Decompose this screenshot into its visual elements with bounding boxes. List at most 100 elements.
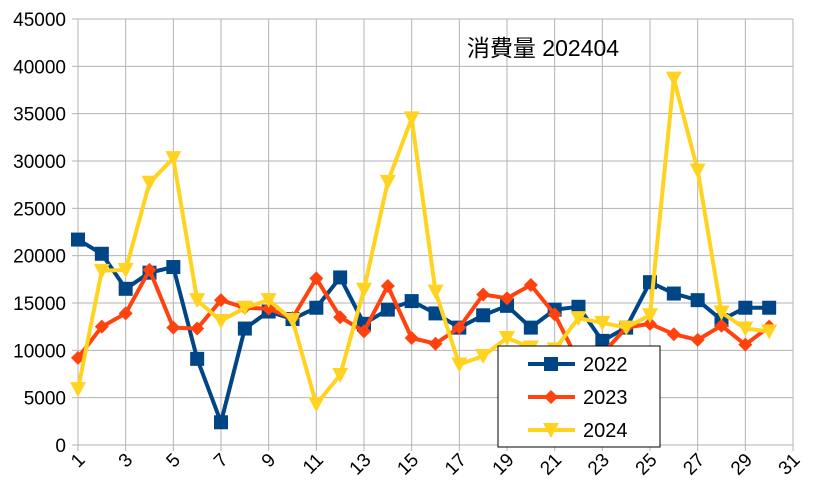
x-tick-label: 19 — [489, 450, 519, 480]
data-point-2023 — [94, 319, 109, 334]
data-point-2022 — [333, 270, 348, 285]
data-point-2023 — [190, 321, 205, 336]
data-point-2022 — [309, 300, 324, 315]
data-point-2024 — [618, 320, 635, 336]
data-point-2022 — [214, 415, 228, 430]
gridlines — [78, 18, 794, 445]
data-point-2022 — [690, 293, 705, 308]
legend-item-2024: 2024 — [528, 420, 628, 442]
legend-swatch-marker — [543, 423, 559, 438]
data-point-2024 — [403, 111, 420, 127]
data-point-2022 — [738, 300, 753, 315]
data-point-2024 — [356, 282, 372, 298]
data-point-2023 — [690, 332, 705, 347]
data-point-2022 — [762, 300, 777, 315]
data-point-2023 — [476, 287, 491, 302]
data-point-2022 — [595, 333, 610, 348]
data-point-2023 — [309, 271, 324, 286]
data-point-2024 — [594, 315, 611, 331]
data-point-2023 — [118, 306, 133, 321]
data-point-2022 — [190, 351, 205, 366]
data-point-2023 — [333, 310, 348, 325]
data-point-2023 — [428, 336, 443, 351]
data-point-2024 — [236, 300, 253, 316]
data-point-2023 — [71, 350, 85, 365]
data-point-2024 — [642, 308, 658, 324]
data-point-2023 — [738, 337, 753, 352]
y-tick-label: 25000 — [13, 199, 66, 220]
legend-item-2023: 2023 — [528, 387, 628, 409]
legend-box — [497, 345, 661, 448]
data-point-2022 — [428, 306, 443, 321]
x-tick-label: 21 — [536, 450, 566, 480]
chart-title: 消費量 202404 — [467, 35, 619, 61]
data-point-2024 — [332, 367, 349, 383]
x-tick-label: 11 — [299, 450, 328, 479]
data-point-2024 — [260, 293, 277, 309]
legend-label: 2024 — [583, 420, 628, 442]
data-point-2023 — [380, 278, 395, 293]
data-point-2023 — [357, 324, 371, 339]
y-tick-label: 0 — [55, 436, 66, 457]
data-point-2023 — [523, 278, 538, 293]
data-point-2022 — [94, 246, 109, 261]
x-tick-label: 29 — [727, 450, 757, 480]
data-point-2022 — [380, 302, 395, 317]
x-tick-label: 5 — [163, 450, 185, 472]
data-point-2024 — [165, 151, 182, 167]
data-point-2023 — [714, 318, 729, 333]
data-point-2024 — [189, 293, 206, 309]
data-point-2022 — [500, 298, 514, 313]
data-point-2022 — [118, 281, 133, 296]
data-point-2023 — [142, 262, 157, 277]
axes — [72, 18, 794, 451]
data-point-2022 — [571, 299, 586, 314]
data-point-2024 — [213, 313, 229, 329]
series-line-2023 — [76, 267, 771, 364]
legend-label: 2023 — [583, 387, 628, 409]
data-point-2022 — [166, 260, 181, 275]
data-point-2022 — [666, 286, 681, 301]
x-tick-label: 23 — [584, 450, 614, 480]
data-point-2023 — [666, 327, 681, 342]
data-point-2022 — [237, 321, 252, 336]
y-axis-tick-labels: 0 5000 10000 15000 20000 25000 30000 35000 40000… — [13, 10, 66, 457]
x-tick-label: 1 — [67, 450, 89, 472]
data-point-2022 — [476, 308, 491, 323]
data-point-2024 — [117, 262, 134, 278]
x-tick-label: 15 — [393, 450, 423, 480]
data-series — [70, 71, 778, 430]
data-point-2024 — [761, 324, 778, 340]
legend-swatch-marker — [544, 390, 558, 404]
data-point-2024 — [689, 163, 706, 179]
data-point-2024 — [93, 263, 110, 279]
y-tick-label: 35000 — [13, 105, 66, 126]
y-tick-label: 10000 — [13, 341, 66, 362]
legend-label: 2022 — [583, 354, 628, 376]
legend-swatch-marker — [544, 357, 558, 371]
data-point-2023 — [214, 293, 228, 308]
x-tick-label: 3 — [115, 450, 137, 472]
x-tick-label: 31 — [775, 450, 805, 480]
data-point-2024 — [141, 175, 158, 191]
series-2024 — [70, 71, 778, 413]
data-point-2024 — [308, 397, 325, 413]
data-point-2023 — [547, 307, 562, 322]
data-point-2024 — [284, 313, 301, 329]
data-point-2024 — [713, 305, 730, 321]
data-point-2024 — [499, 331, 515, 347]
data-point-2023 — [500, 291, 514, 306]
legend: 2022 2023 2024 — [497, 345, 661, 448]
data-point-2024 — [379, 174, 396, 190]
y-tick-label: 20000 — [13, 247, 66, 268]
data-point-2023 — [166, 320, 181, 335]
x-tick-label: 27 — [679, 450, 709, 480]
data-point-2024 — [427, 284, 444, 300]
x-tick-label: 25 — [632, 450, 662, 480]
data-point-2024 — [475, 349, 492, 365]
y-tick-label: 5000 — [24, 389, 66, 410]
data-point-2024 — [665, 71, 682, 87]
x-axis-tick-labels: 1 3 5 7 9 11 13 15 17 19 21 23 25 27 29 31 — [67, 450, 804, 480]
y-tick-label: 15000 — [13, 294, 66, 315]
